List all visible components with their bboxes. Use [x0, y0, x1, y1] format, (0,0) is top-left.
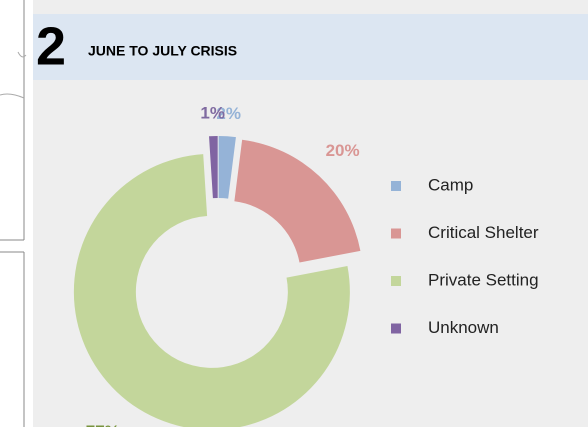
- chart-title: JUNE TO JULY CRISIS: [88, 43, 237, 59]
- legend-label: Camp: [428, 175, 473, 194]
- map-fragment: [0, 51, 27, 99]
- data-label: 20%: [326, 141, 360, 160]
- left-strip: [0, 0, 27, 427]
- legend-swatch: [391, 181, 401, 191]
- legend-swatch: [391, 228, 401, 239]
- legend-label: Unknown: [428, 318, 499, 337]
- donut-slice: [209, 136, 218, 199]
- data-label: 77%: [86, 422, 120, 427]
- section-number: 2: [36, 16, 66, 76]
- donut-slice: [218, 136, 236, 199]
- header-band: [33, 14, 588, 80]
- data-label: 1%: [200, 104, 225, 123]
- legend-swatch: [391, 276, 401, 286]
- legend-label: Private Setting: [428, 270, 539, 289]
- legend-swatch: [391, 323, 401, 334]
- data-label: 2%: [216, 104, 241, 123]
- legend-label: Critical Shelter: [428, 223, 539, 242]
- donut-slice: [73, 154, 350, 427]
- donut-slice: [234, 139, 361, 263]
